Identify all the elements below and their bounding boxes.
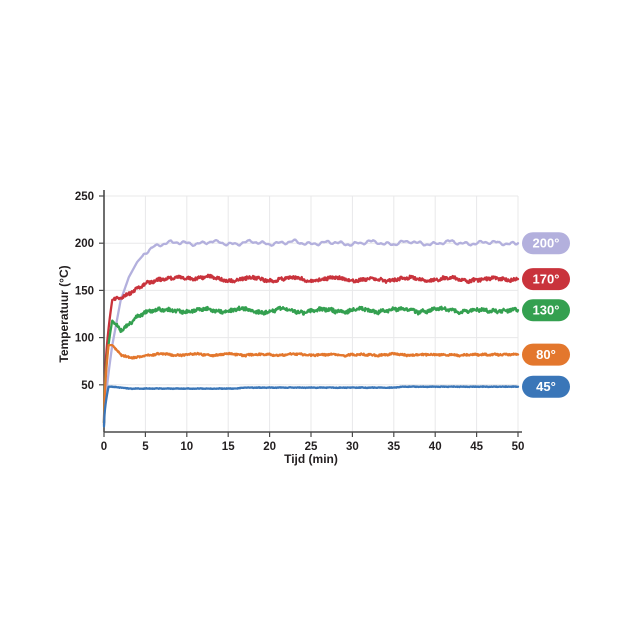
x-tick-label: 5 bbox=[142, 441, 149, 453]
badge-pill bbox=[522, 232, 570, 255]
series-line-80deg bbox=[102, 344, 520, 426]
x-tick-label: 45 bbox=[470, 441, 483, 453]
y-axis-title: Temperatuur (°C) bbox=[57, 265, 71, 362]
y-tick-label: 100 bbox=[75, 333, 94, 345]
badge-label: 80° bbox=[536, 347, 556, 362]
x-tick-label: 50 bbox=[512, 441, 525, 453]
y-tick-label: 50 bbox=[81, 380, 94, 392]
badge-label: 130° bbox=[533, 303, 560, 318]
badge-label: 200° bbox=[533, 236, 560, 251]
x-tick-label: 10 bbox=[180, 441, 193, 453]
x-tick-label: 35 bbox=[387, 441, 400, 453]
badge-label: 45° bbox=[536, 379, 556, 394]
badge-label: 170° bbox=[533, 272, 560, 287]
x-tick-labels: 0 5 10 15 20 25 30 35 40 45 50 bbox=[101, 441, 525, 453]
badge-pill bbox=[522, 299, 570, 322]
series-line-170deg bbox=[102, 273, 520, 424]
data-series bbox=[102, 238, 520, 428]
badge-pill bbox=[522, 268, 570, 291]
x-tick-label: 25 bbox=[305, 441, 318, 453]
legend-badge-130deg[interactable]: 130° bbox=[522, 299, 570, 322]
series-line-130deg bbox=[102, 305, 520, 424]
badge-pill bbox=[522, 375, 570, 398]
gridlines bbox=[104, 195, 519, 432]
y-tick-labels: 50 100 150 200 250 bbox=[75, 191, 94, 392]
x-axis-title: Tijd (min) bbox=[284, 452, 338, 466]
x-tick-label: 15 bbox=[222, 441, 235, 453]
y-tick-label: 150 bbox=[75, 285, 94, 297]
series-badges: 200° 170° 130° 80° 45° bbox=[522, 232, 570, 398]
x-tick-label: 30 bbox=[346, 441, 359, 453]
badge-pill bbox=[522, 343, 570, 366]
y-tick-label: 250 bbox=[75, 191, 94, 203]
legend-badge-80deg[interactable]: 80° bbox=[522, 343, 570, 366]
x-tick-label: 20 bbox=[263, 441, 276, 453]
tick-marks bbox=[99, 195, 519, 437]
legend-badge-200deg[interactable]: 200° bbox=[522, 232, 570, 255]
legend-badge-45deg[interactable]: 45° bbox=[522, 375, 570, 398]
x-tick-label: 0 bbox=[101, 441, 107, 453]
x-tick-label: 40 bbox=[429, 441, 442, 453]
y-tick-label: 200 bbox=[75, 238, 94, 250]
series-line-200deg bbox=[102, 238, 520, 424]
series-line-45deg bbox=[102, 385, 520, 428]
legend-badge-170deg[interactable]: 170° bbox=[522, 268, 570, 291]
